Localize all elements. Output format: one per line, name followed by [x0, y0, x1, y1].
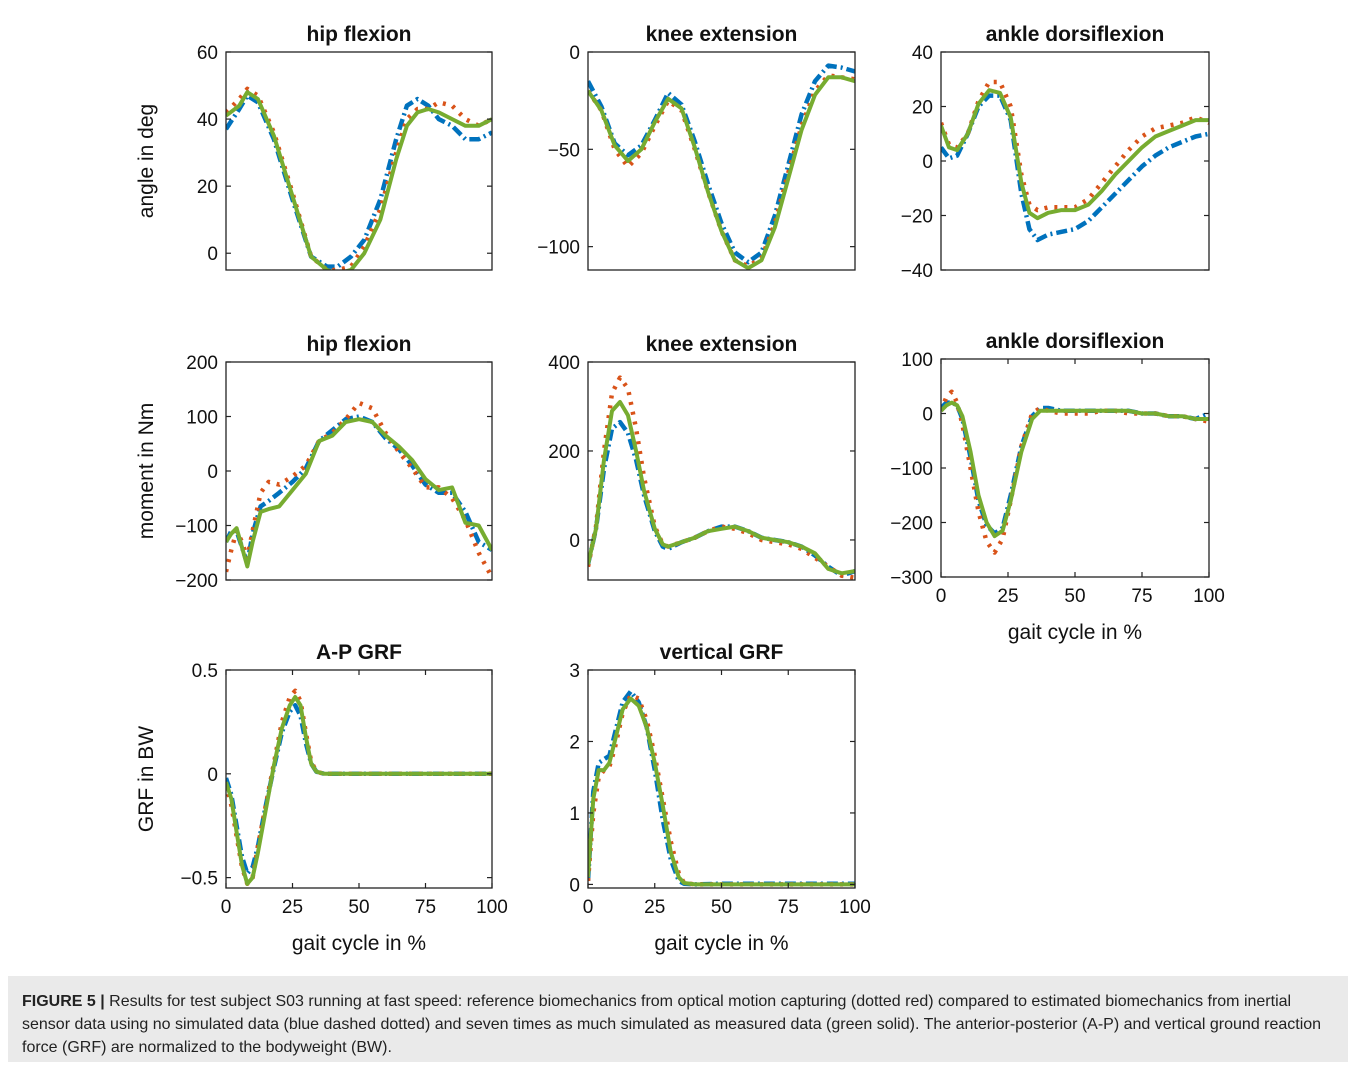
y-tick-label: 0 — [207, 462, 218, 483]
y-tick-label: 0 — [569, 43, 580, 64]
series-line-reference — [941, 389, 1209, 555]
y-tick-label: −100 — [175, 517, 218, 538]
x-tick-label: 25 — [282, 897, 303, 918]
y-tick-label: −100 — [890, 459, 933, 480]
x-tick-label: 50 — [1064, 586, 1085, 607]
x-tick-label: 25 — [644, 897, 665, 918]
axes-frame — [940, 358, 1210, 578]
y-tick-label: 1 — [569, 804, 580, 825]
caption-label: FIGURE 5 | — [22, 993, 105, 1010]
series-line-reference — [226, 688, 492, 887]
series-line-seven-times-simulated — [588, 696, 855, 887]
series-line-seven-times-simulated — [941, 88, 1209, 221]
series-line-seven-times-simulated — [226, 695, 492, 886]
subplot-title: hip flexion — [307, 23, 412, 46]
series-line-seven-times-simulated — [588, 400, 855, 576]
subplot-title: vertical GRF — [660, 641, 784, 664]
caption-text: Results for test subject S03 running at … — [22, 993, 1322, 1056]
figure-caption: FIGURE 5 | Results for test subject S03 … — [8, 976, 1348, 1062]
y-tick-label: 20 — [197, 177, 218, 198]
axes-frame — [940, 51, 1210, 271]
axes-frame — [225, 51, 493, 271]
y-tick-label: 40 — [197, 110, 218, 131]
y-tick-label: 3 — [569, 661, 580, 682]
series-line-reference — [588, 73, 855, 269]
y-tick-label: 0 — [207, 765, 218, 786]
y-tick-label: −100 — [537, 238, 580, 259]
y-tick-label: 400 — [548, 353, 580, 374]
series-line-seven-times-simulated — [226, 90, 492, 270]
y-tick-label: 0 — [207, 244, 218, 265]
y-tick-label: 2 — [569, 732, 580, 753]
axes-frame — [587, 361, 856, 581]
axes-frame — [587, 51, 856, 271]
axes-frame — [225, 669, 493, 889]
subplot-5: 0 200 400 knee extension — [548, 333, 856, 581]
y-tick-label: −40 — [901, 261, 933, 282]
y-tick-label: 0.5 — [192, 661, 218, 682]
x-tick-label: 0 — [221, 897, 232, 918]
x-tick-label: 100 — [1193, 586, 1225, 607]
y-tick-label: −200 — [175, 571, 218, 592]
subplot-title: knee extension — [646, 333, 798, 356]
x-tick-label: 100 — [476, 897, 508, 918]
y-axis-label: angle in deg — [135, 104, 158, 218]
subplot-1: 0 20 40 60 hip flexion angle in deg — [135, 23, 493, 271]
y-tick-label: −300 — [890, 568, 933, 589]
x-tick-label: 50 — [348, 897, 369, 918]
x-tick-label: 75 — [415, 897, 436, 918]
series-line-reference — [588, 692, 855, 887]
y-tick-label: 40 — [912, 43, 933, 64]
y-tick-label: −0.5 — [180, 869, 218, 890]
y-tick-label: 100 — [186, 408, 218, 429]
series-line-no-simulated — [226, 703, 492, 876]
y-tick-label: 100 — [901, 350, 933, 371]
x-tick-label: 25 — [997, 586, 1018, 607]
series-line-seven-times-simulated — [588, 75, 855, 270]
y-tick-label: 0 — [569, 531, 580, 552]
subplot-title: knee extension — [646, 23, 798, 46]
x-tick-label: 100 — [839, 897, 871, 918]
series-line-no-simulated — [941, 400, 1209, 536]
x-tick-label: 0 — [936, 586, 947, 607]
y-tick-label: 60 — [197, 43, 218, 64]
y-axis-label: GRF in BW — [135, 726, 158, 832]
series-line-no-simulated — [588, 689, 855, 887]
x-tick-label: 75 — [1131, 586, 1152, 607]
subplot-title: ankle dorsiflexion — [986, 23, 1165, 46]
subplot-6: −300 −200 −100 0 100 0 25 50 75 100 ankle dorsifle… — [890, 330, 1225, 644]
series-line-reference — [941, 79, 1209, 213]
series-line-no-simulated — [588, 63, 855, 265]
y-tick-label: 200 — [548, 442, 580, 463]
y-tick-label: 20 — [912, 98, 933, 119]
subplot-4: −200 −100 0 100 200 hip flexion moment in Nm — [135, 333, 493, 592]
subplot-8: 0 1 2 3 0 25 50 75 100 vertical GRF gait cycle in … — [569, 641, 870, 955]
y-tick-label: 200 — [186, 353, 218, 374]
x-tick-label: 75 — [778, 897, 799, 918]
y-tick-label: 0 — [922, 152, 933, 173]
subplot-3: −40 −20 0 20 40 ankle dorsiflexion — [901, 23, 1210, 282]
y-tick-label: 0 — [569, 875, 580, 896]
axes-frame — [225, 361, 493, 581]
subplot-title: hip flexion — [307, 333, 412, 356]
series-line-seven-times-simulated — [941, 400, 1209, 539]
series-line-reference — [588, 375, 855, 580]
y-tick-label: −50 — [548, 140, 580, 161]
subplot-title: ankle dorsiflexion — [986, 330, 1165, 353]
series-line-seven-times-simulated — [226, 417, 492, 569]
x-axis-label: gait cycle in % — [1008, 621, 1142, 644]
x-axis-label: gait cycle in % — [292, 932, 426, 955]
x-tick-label: 0 — [583, 897, 594, 918]
y-tick-label: −20 — [901, 207, 933, 228]
series-line-no-simulated — [941, 93, 1209, 243]
x-tick-label: 50 — [711, 897, 732, 918]
y-axis-label: moment in Nm — [135, 403, 158, 540]
y-tick-label: −200 — [890, 514, 933, 535]
x-axis-label: gait cycle in % — [654, 932, 788, 955]
subplot-2: −100 −50 0 knee extension — [537, 23, 856, 271]
y-tick-label: 0 — [922, 405, 933, 426]
subplot-title: A-P GRF — [316, 641, 402, 664]
